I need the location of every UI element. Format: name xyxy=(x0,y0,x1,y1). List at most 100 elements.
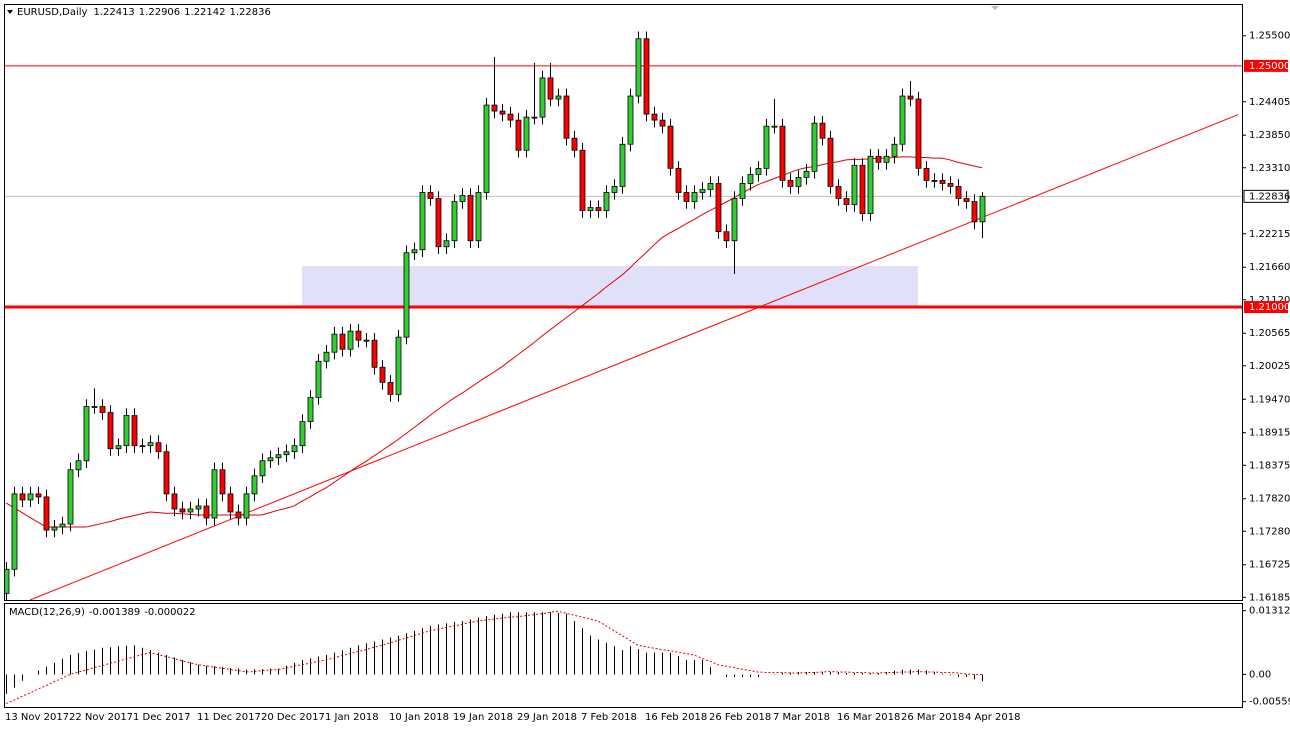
candle-body xyxy=(771,125,778,128)
y-tick-label: 0.00 xyxy=(1249,669,1271,680)
y-tick-label: 1.23310 xyxy=(1249,163,1290,174)
candle-body xyxy=(907,95,914,100)
candle-body xyxy=(539,77,546,118)
candle-body xyxy=(835,186,842,199)
y-tick-label: 1.19470 xyxy=(1249,394,1290,405)
y-tick-label: 1.25500 xyxy=(1249,31,1290,42)
candle-body xyxy=(811,122,818,172)
candle-body xyxy=(675,167,682,193)
x-tick-label: 26 Mar 2018 xyxy=(901,712,964,723)
x-tick-label: 4 Apr 2018 xyxy=(965,712,1020,723)
candle-body xyxy=(587,207,594,211)
candle-body xyxy=(59,523,66,528)
candle-body xyxy=(139,445,146,448)
candle-body xyxy=(531,116,538,119)
candle-body xyxy=(651,113,658,121)
candle-body xyxy=(51,526,58,531)
main-plot xyxy=(5,31,1242,600)
candle-body xyxy=(211,469,218,519)
candle-body xyxy=(867,155,874,214)
candle-body xyxy=(547,77,554,100)
candle-body xyxy=(659,119,666,127)
level-tag xyxy=(1244,301,1288,314)
level-tag xyxy=(1244,59,1288,72)
candle-body xyxy=(723,231,730,242)
candle-body xyxy=(715,183,722,233)
candle-body xyxy=(611,186,618,193)
candle-body xyxy=(339,333,346,350)
macd-title: MACD(12,26,9) xyxy=(9,607,85,618)
candle-body xyxy=(123,415,130,447)
y-tick-label: 1.16185 xyxy=(1249,592,1290,603)
candle-body xyxy=(667,125,674,169)
x-tick-label: 26 Feb 2018 xyxy=(709,712,771,723)
signal-line xyxy=(5,610,983,705)
macd-header: MACD(12,26,9) -0.001389 -0.000022 xyxy=(9,607,196,618)
candle-body xyxy=(187,508,194,513)
candle-body xyxy=(235,511,242,519)
y-tick-label: 1.20025 xyxy=(1249,361,1290,372)
candle-body xyxy=(331,333,338,353)
candle-body xyxy=(883,155,890,163)
candle-body xyxy=(851,164,858,205)
candle-body xyxy=(291,445,298,453)
candle-body xyxy=(323,351,330,362)
y-tick-label: 1.21660 xyxy=(1249,262,1290,273)
axes: 1.25500 1.24405 1.23850 1.23310 1.22215 1.216… xyxy=(5,31,1290,723)
candle-body xyxy=(315,360,322,398)
candle-body xyxy=(755,167,762,175)
header: EURUSD,Daily 1.22413 1.22906 1.22142 1.22836 xyxy=(17,7,271,18)
candle-body xyxy=(395,336,402,395)
candle-body xyxy=(355,330,362,341)
candle-body xyxy=(75,460,82,471)
candle-body xyxy=(643,38,650,115)
support-zone xyxy=(302,266,918,308)
candle-body xyxy=(307,397,314,422)
macd-signal-value: -0.000022 xyxy=(144,607,195,618)
macd-plot xyxy=(5,610,983,705)
y-tick-label: 1.18915 xyxy=(1249,428,1290,439)
shift-marker xyxy=(991,6,999,10)
candle-body xyxy=(67,469,74,525)
candle-body xyxy=(459,195,466,202)
candle-body xyxy=(443,240,450,248)
candle-body xyxy=(707,183,714,190)
candle-body xyxy=(683,192,690,202)
candle-body xyxy=(19,493,26,501)
candle-body xyxy=(251,475,258,495)
x-tick-label: 19 Jan 2018 xyxy=(453,712,513,723)
candle-body xyxy=(419,192,426,251)
candle-body xyxy=(427,192,434,199)
candle-body xyxy=(475,192,482,242)
candle-body xyxy=(819,122,826,139)
candle-body xyxy=(691,192,698,202)
price-tag xyxy=(1243,189,1289,203)
candle-body xyxy=(483,104,490,193)
candle-body xyxy=(923,167,930,181)
candle-body xyxy=(827,137,834,187)
x-tick-label: 10 Jan 2018 xyxy=(389,712,449,723)
candle-body xyxy=(515,119,522,151)
candle-body xyxy=(411,249,418,254)
candle-body xyxy=(699,189,706,193)
candle-body xyxy=(347,330,354,350)
candle-body xyxy=(283,451,290,456)
level-tag-label: 1.25000 xyxy=(1249,61,1290,72)
candle-body xyxy=(43,496,50,531)
candle-body xyxy=(299,421,306,447)
candle-body xyxy=(971,201,978,223)
x-tick-label: 20 Dec 2017 xyxy=(261,712,325,723)
y-tick-label: 1.23850 xyxy=(1249,130,1290,141)
candle-body xyxy=(5,568,10,594)
menu-arrow[interactable] xyxy=(7,10,13,14)
level-tag-label: 1.21000 xyxy=(1249,302,1290,313)
candle-body xyxy=(219,469,226,495)
candle-body xyxy=(11,493,18,570)
candle-body xyxy=(435,198,442,248)
x-tick-label: 1 Dec 2017 xyxy=(133,712,191,723)
candle-body xyxy=(171,493,178,510)
y-tick-label: 1.22215 xyxy=(1249,229,1290,240)
candle-body xyxy=(579,149,586,211)
candle-body xyxy=(875,155,882,163)
candle-body xyxy=(507,113,514,121)
